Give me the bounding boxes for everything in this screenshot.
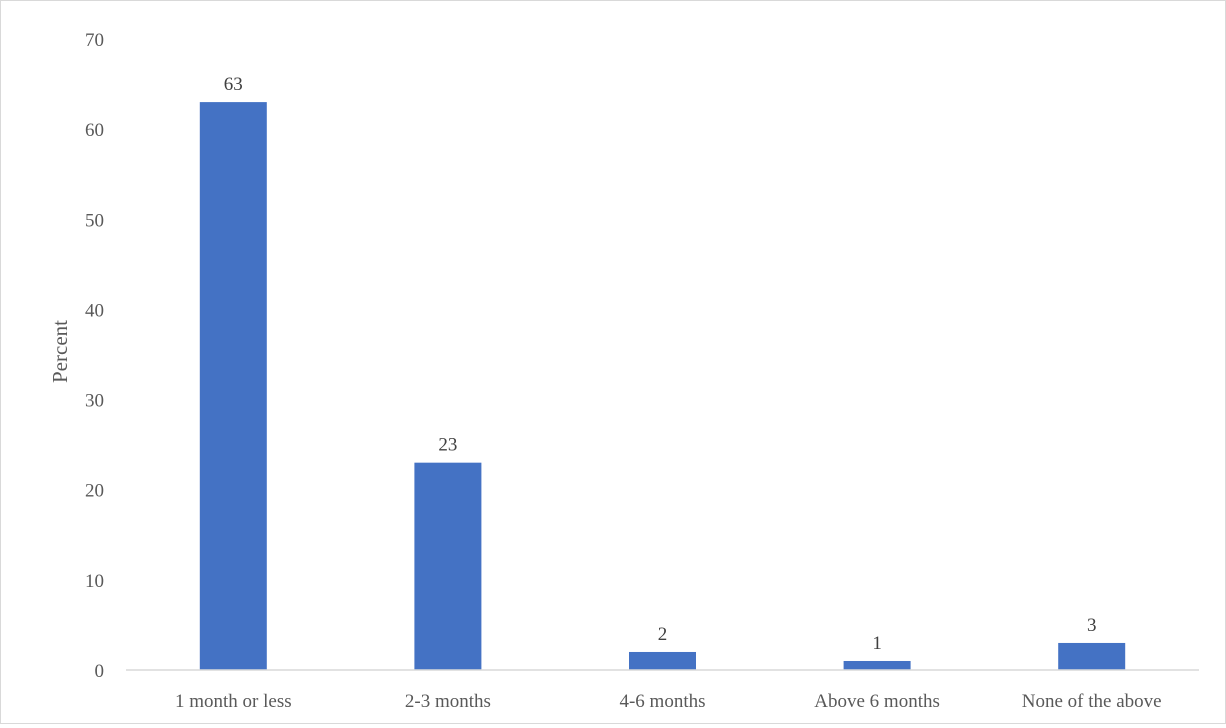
bar-data-label: 1 [872,633,882,654]
y-tick-label: 10 [85,571,104,592]
bar-data-label: 2 [658,624,668,645]
y-tick-label: 30 [85,391,104,412]
y-axis-ticks: 0 10 20 30 40 50 60 70 [85,30,104,682]
data-labels: 63 23 2 1 3 [224,74,1097,654]
y-tick-label: 70 [85,30,104,51]
bar-data-label: 3 [1087,615,1097,636]
y-axis-title: Percent [48,320,72,383]
bar [629,651,696,670]
y-tick-label: 60 [85,120,104,141]
bar [843,660,911,670]
bar [1058,642,1126,670]
bar [414,462,482,670]
x-tick-label: None of the above [1022,691,1162,712]
x-tick-label: 2-3 months [405,691,491,712]
x-tick-label: 4-6 months [619,691,705,712]
y-tick-label: 50 [85,210,104,231]
x-axis-ticks: 1 month or less 2-3 months 4-6 months Above… [175,691,1162,712]
bar-data-label: 63 [224,74,243,95]
y-tick-label: 0 [95,661,105,682]
x-tick-label: 1 month or less [175,691,292,712]
bars [199,102,1126,671]
bar [199,102,267,671]
bar-data-label: 23 [438,435,457,456]
y-tick-label: 40 [85,300,104,321]
x-tick-label: Above 6 months [814,691,940,712]
y-tick-label: 20 [85,481,104,502]
